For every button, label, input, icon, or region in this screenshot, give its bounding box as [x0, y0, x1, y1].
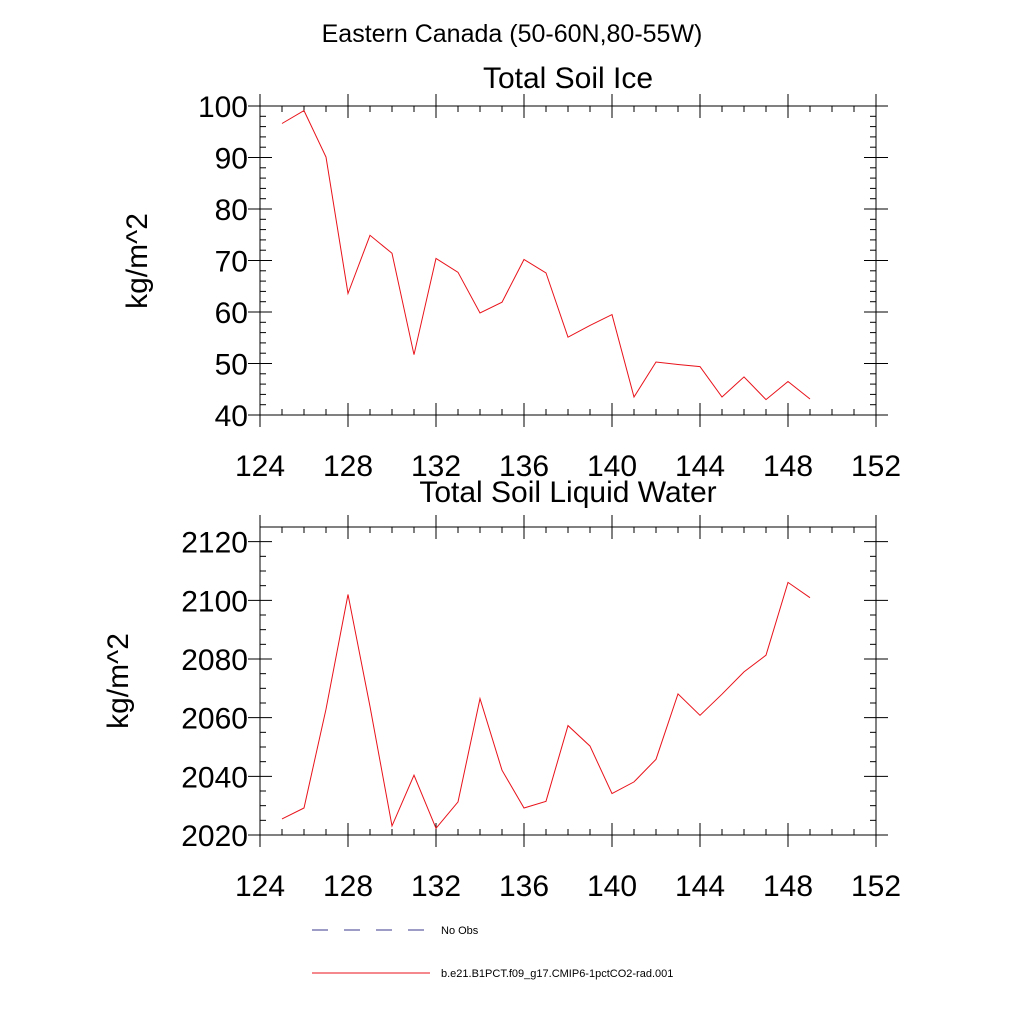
x-tick-label: 148 [763, 870, 813, 903]
legend-label: No Obs [441, 925, 479, 937]
y-tick-label: 2080 [181, 644, 248, 677]
panel-total-soil-ice: Total Soil Ice kg/m^2 124 128 132 136 140 144… [121, 62, 901, 483]
y-tick-label: 40 [215, 400, 248, 433]
x-tick-label: 136 [499, 450, 549, 483]
x-tick-label: 128 [323, 450, 373, 483]
figure-title: Eastern Canada (50-60N,80-55W) [322, 20, 703, 48]
x-tick-label: 140 [587, 450, 637, 483]
y-tick-label: 2100 [181, 585, 248, 618]
legend-item-no-obs: No Obs [312, 925, 479, 937]
x-tick-label: 124 [235, 450, 285, 483]
series-line [281, 109, 811, 401]
x-tick-label: 132 [411, 870, 461, 903]
plot-frame [259, 105, 877, 416]
x-tick-label: 124 [235, 870, 285, 903]
tick-labels: 124 128 132 136 140 144 148 152 2020 2040 2060 2080… [181, 527, 901, 903]
y-tick-label: 100 [198, 91, 248, 124]
x-tick-label: 136 [499, 870, 549, 903]
y-tick-label: 50 [215, 349, 248, 382]
y-tick-label: 60 [215, 297, 248, 330]
plot-frame [259, 526, 877, 836]
panel-title: Total Soil Liquid Water [419, 476, 716, 509]
y-axis-label: kg/m^2 [102, 633, 135, 729]
x-tick-label: 148 [763, 450, 813, 483]
data-series [281, 581, 811, 830]
y-tick-label: 2120 [181, 527, 248, 560]
y-tick-label: 2040 [181, 761, 248, 794]
tick-marks [248, 515, 888, 847]
y-tick-label: 2060 [181, 703, 248, 736]
legend-label: b.e21.B1PCT.f09_g17.CMIP6-1pctCO2-rad.00… [441, 968, 673, 980]
x-tick-label: 144 [675, 450, 725, 483]
tick-marks [248, 94, 888, 427]
x-tick-label: 152 [851, 450, 901, 483]
series-line [281, 581, 811, 830]
panel-title: Total Soil Ice [483, 62, 653, 95]
y-tick-label: 2020 [181, 820, 248, 853]
y-tick-label: 90 [215, 143, 248, 176]
x-tick-label: 128 [323, 870, 373, 903]
y-tick-label: 80 [215, 194, 248, 227]
data-series [281, 109, 811, 401]
legend-item-model-run: b.e21.B1PCT.f09_g17.CMIP6-1pctCO2-rad.00… [312, 968, 673, 980]
y-axis-label: kg/m^2 [121, 213, 154, 309]
tick-labels: 124 128 132 136 140 144 148 152 40 50 60 70 80 90 100 [198, 91, 901, 483]
x-tick-label: 144 [675, 870, 725, 903]
x-tick-label: 140 [587, 870, 637, 903]
legend: No Obs b.e21.B1PCT.f09_g17.CMIP6-1pctCO2… [312, 925, 673, 980]
x-tick-label: 132 [411, 450, 461, 483]
y-tick-label: 70 [215, 246, 248, 279]
x-tick-label: 152 [851, 870, 901, 903]
panel-total-soil-liquid-water: Total Soil Liquid Water kg/m^2 124 128 132… [102, 476, 901, 903]
